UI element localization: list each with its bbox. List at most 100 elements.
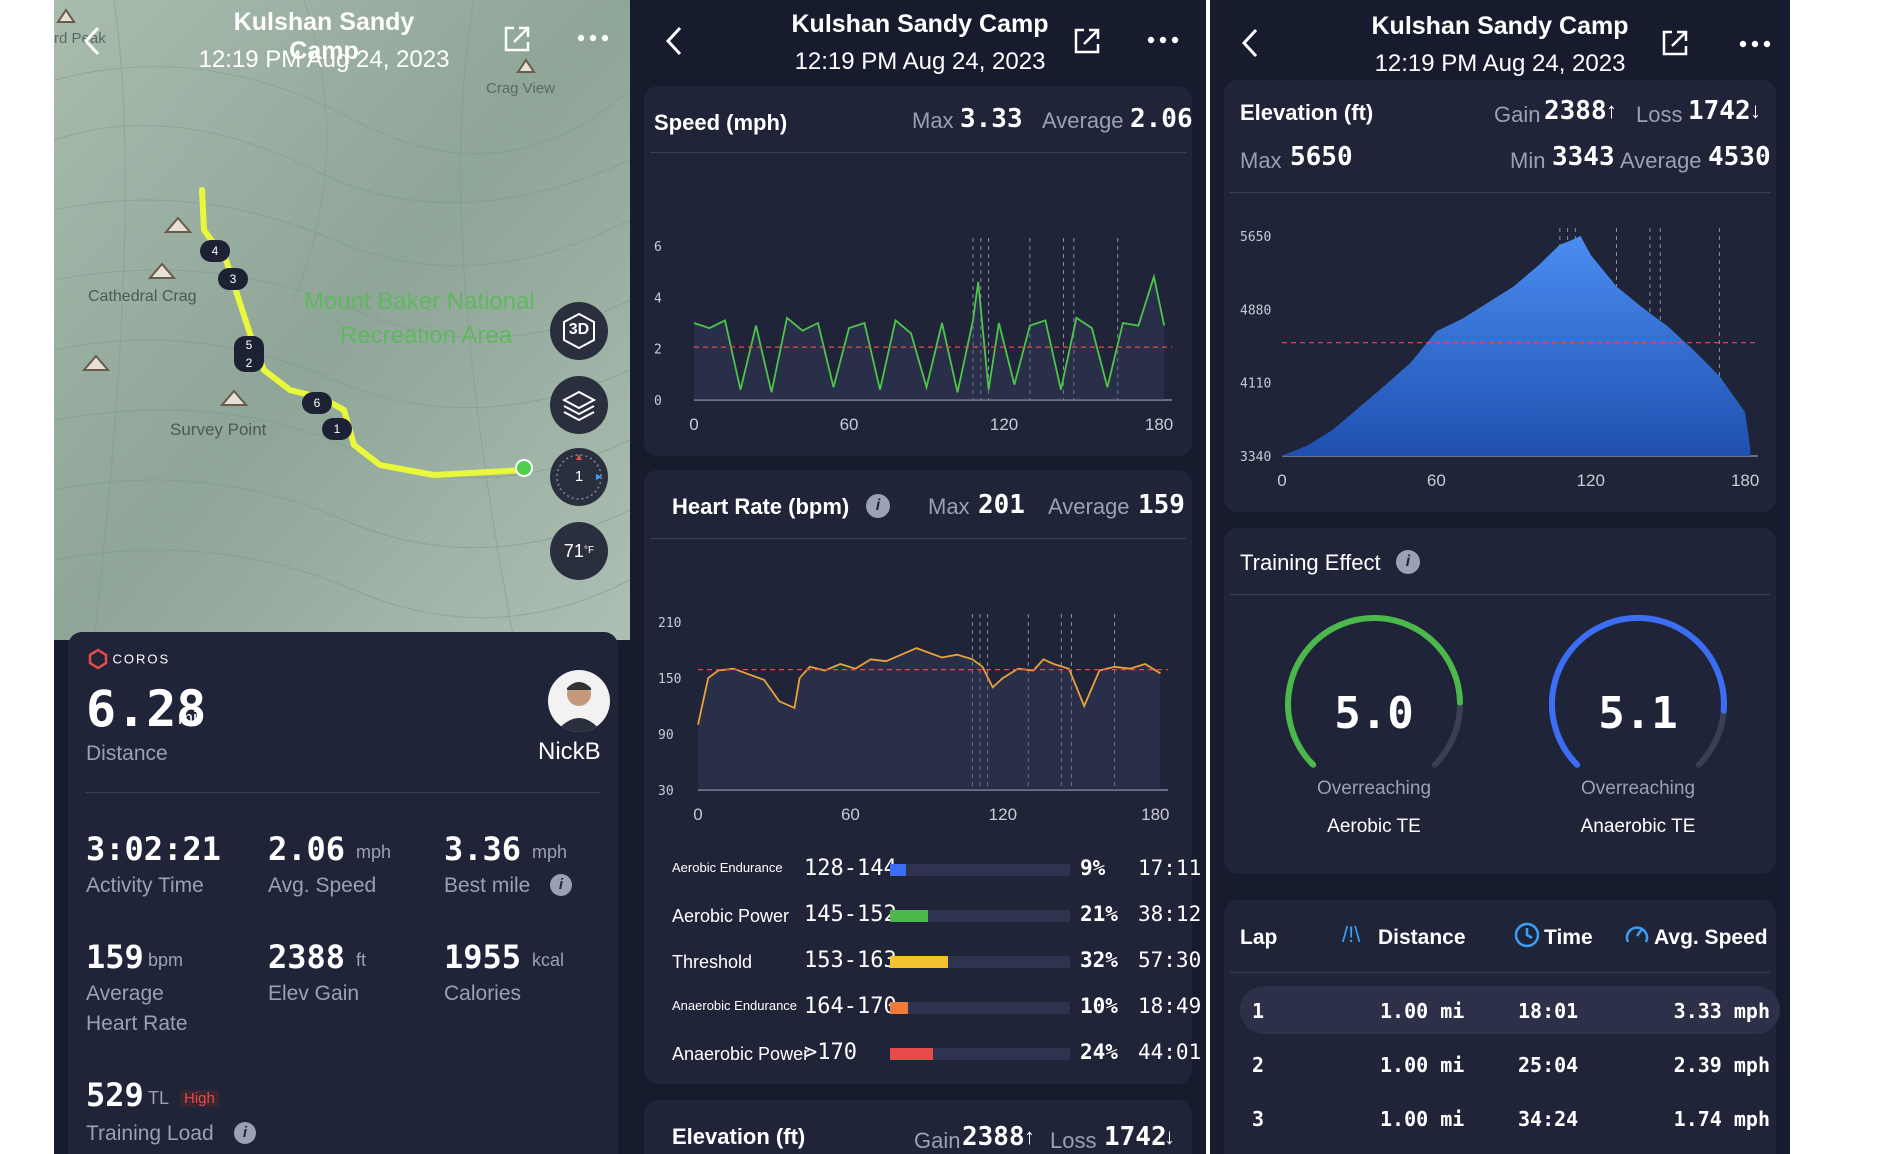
lap-time: 25:04 [1518,1053,1579,1077]
lap-row[interactable]: 2 1.00 mi 25:04 2.39 mph [1240,1040,1780,1088]
hr-zone-time: 17:11 [1138,856,1202,880]
training-load-unit: TL [148,1088,170,1108]
hr-zone-percent: 10% [1080,994,1118,1018]
elevation-min-label: Min [1510,148,1546,173]
hr-zone-bar-fill [890,956,948,968]
hr-zone-time: 38:12 [1138,902,1202,926]
map-lap-marker[interactable]: 3 [218,268,248,290]
user-name[interactable]: NickB [538,738,601,765]
lap-header-speed[interactable]: Avg. Speed [1654,926,1768,949]
activity-datetime: 12:19 PM Aug 24, 2023 [794,48,1046,75]
layers-button[interactable] [550,376,608,434]
y-tick-label: 6 [654,240,662,255]
hr-zone-time: 18:49 [1138,994,1202,1018]
back-icon[interactable] [80,24,104,58]
training-load-info-icon[interactable]: i [234,1122,256,1144]
map-label-crag-view: Crag View [486,80,555,97]
lap-row[interactable]: 3 1.00 mi 34:24 1.74 mph [1240,1094,1780,1142]
elevation-gain-label: Gain [914,1128,961,1153]
3d-label: 3D [568,321,590,338]
activity-time-value: 3:02:21 [86,830,221,868]
avg-heart-rate-label-line1: Average [86,982,164,1005]
map-lap-marker-label: 3 [229,272,237,286]
share-icon[interactable] [1658,26,1692,60]
lap-time: 34:24 [1518,1107,1579,1131]
lap-header-distance[interactable]: Distance [1378,926,1466,949]
x-tick-label: 180 [1145,415,1173,434]
distance-unit: mi [178,708,197,728]
summary-divider [86,792,600,793]
y-tick-label: 150 [658,672,681,687]
back-icon[interactable] [662,24,686,58]
training-effect-gauges [1285,615,1727,768]
heart-rate-chart[interactable]: 30 90 150 210 0 60 120 180 [644,538,1192,850]
anaerobic-te-status: Overreaching [1580,778,1696,799]
y-tick-label: 0 [654,394,662,409]
more-icon[interactable] [1146,30,1180,50]
loss-arrow-icon: ↓ [1750,98,1761,123]
anaerobic-gauge-fill [1548,615,1727,768]
trail-map[interactable]: rd Peak Crag View Cathedral Crag Survey … [54,0,630,640]
more-icon[interactable] [576,28,610,48]
elev-gain-unit: ft [356,950,367,970]
back-icon[interactable] [1238,26,1262,60]
map-lap-marker[interactable]: 6 [302,392,332,414]
heart-rate-zones: Aerobic Endurance 128-144 9% 17:11 Aerobic P… [644,852,1201,1082]
training-load-label: Training Load [86,1122,214,1145]
x-tick-label: 0 [689,415,698,434]
share-icon[interactable] [500,22,534,56]
lap-header-time[interactable]: Time [1544,926,1593,949]
map-label-park-line2: Recreation Area [340,322,513,349]
training-load-badge: High [180,1090,219,1107]
x-tick-label: 180 [1141,805,1169,824]
heart-rate-avg-label: Average [1048,494,1130,519]
calories-value: 1955 [444,938,522,976]
avatar[interactable] [548,670,610,732]
lap-speed: 3.33 mph [1673,999,1770,1023]
lap-number: 1 [1252,999,1265,1023]
activity-title: Kulshan Sandy Camp [233,8,415,65]
map-lap-marker-label: 5 [245,338,253,352]
hr-zone-range: 128-144 [804,856,897,881]
y-tick-label: 4880 [1240,303,1271,318]
heart-rate-avg-value: 159 [1138,490,1185,520]
hr-zone-name: Anaerobic Power [672,1044,810,1064]
aerobic-gauge-fill [1285,615,1463,768]
hr-zone-row: Aerobic Endurance 128-144 9% 17:11 [644,852,1206,888]
y-tick-label: 90 [658,728,674,743]
y-tick-label: 5650 [1240,230,1271,245]
training-load-value: 529 [86,1076,144,1114]
y-tick-label: 30 [658,784,674,799]
map-lap-marker[interactable]: 4 [200,240,230,262]
elevation-loss-value: 1742 [1104,1122,1167,1152]
more-icon[interactable] [1738,34,1772,54]
elevation-chart[interactable]: 3340 4110 4880 5650 0 60 120 180 [1224,192,1776,510]
share-icon[interactable] [1070,24,1104,58]
x-tick-label: 60 [841,805,860,824]
heart-rate-info-icon[interactable]: i [866,494,890,518]
compass-button[interactable]: 1 [550,448,608,506]
distance-label: Distance [86,742,168,765]
map-lap-marker[interactable]: 1 [322,418,352,440]
lap-speed: 1.74 mph [1673,1107,1770,1131]
elevation-loss-label: Loss [1636,102,1683,127]
avg-speed-unit: mph [356,842,392,862]
gain-arrow-icon: ↑ [1606,98,1617,123]
hr-zone-name: Anaerobic Endurance [672,998,798,1013]
elevation-loss-value: 1742 [1688,96,1751,126]
training-effect-info-icon[interactable]: i [1396,550,1420,574]
best-mile-info-icon[interactable]: i [550,874,572,896]
y-tick-label: 3340 [1240,450,1271,465]
lap-row[interactable]: 1 1.00 mi 18:01 3.33 mph [1240,986,1780,1034]
speed-card-divider [650,152,1186,153]
map-panel: rd Peak Crag View Cathedral Crag Survey … [54,0,630,1154]
elevation-gain-label: Gain [1494,102,1541,127]
aerobic-te-value: 5.0 [1334,688,1414,739]
calories-label: Calories [444,982,522,1005]
hr-zone-range: 164-170 [804,994,897,1019]
elevation-card: Elevation (ft) Gain 2388 ↑ Loss 1742 ↓ M… [1224,80,1776,512]
3d-toggle-button[interactable]: 3D [550,302,608,360]
lap-distance: 1.00 mi [1380,1107,1465,1131]
